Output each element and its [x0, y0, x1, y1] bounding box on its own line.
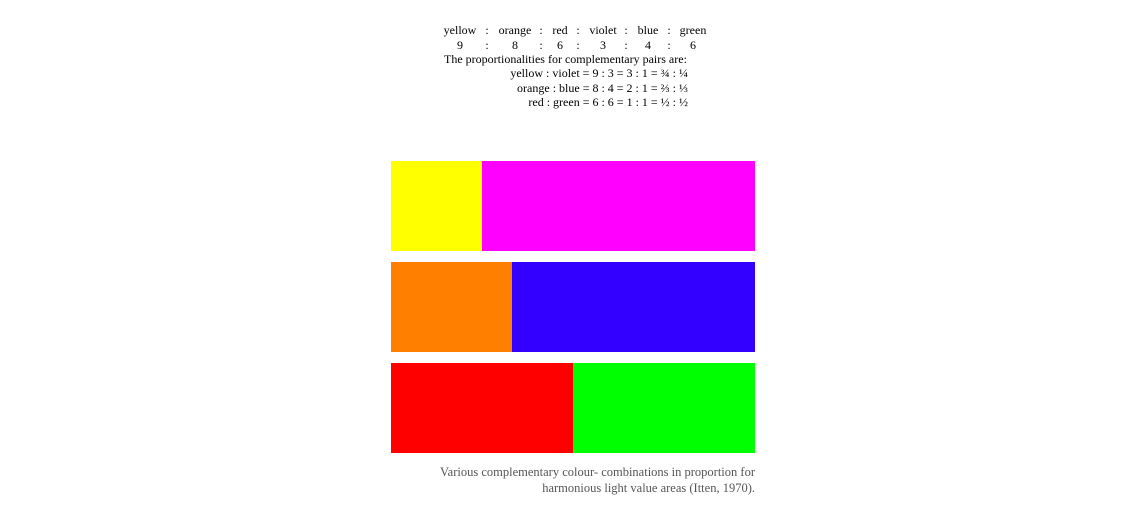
separator: :: [667, 23, 671, 37]
light-value: 9: [457, 38, 463, 52]
pair-ratio: red : green = 6 : 6 = 1 : 1 = ½ : ½: [528, 95, 688, 109]
separator: :: [576, 38, 580, 52]
intro: The proportionalities for complementary …: [444, 52, 687, 66]
separator: :: [539, 38, 543, 52]
color-name: blue: [637, 23, 659, 37]
light-value: 8: [512, 38, 518, 52]
color-area: [391, 262, 513, 352]
color-area: [391, 363, 573, 453]
separator: :: [485, 23, 489, 37]
light-value: 6: [690, 38, 696, 52]
color-name: yellow: [443, 23, 477, 37]
light-value: 6: [557, 38, 563, 52]
separator: :: [624, 23, 628, 37]
separator: :: [576, 23, 580, 37]
color-area: [391, 161, 482, 251]
color-name: orange: [498, 23, 532, 37]
light-value: 4: [645, 38, 651, 52]
color-area: [482, 161, 755, 251]
pair-ratio: yellow : violet = 9 : 3 = 3 : 1 = ¾ : ¼: [510, 66, 688, 80]
separator: :: [539, 23, 543, 37]
color-name: green: [679, 23, 707, 37]
light-value: 3: [600, 38, 606, 52]
pair-ratio: orange : blue = 8 : 4 = 2 : 1 = ⅔ : ⅓: [517, 80, 688, 95]
caption-line: harmonious light value areas (Itten, 197…: [542, 481, 755, 495]
color-name: red: [552, 23, 568, 37]
separator: :: [485, 38, 489, 52]
color-name: violet: [589, 23, 617, 37]
caption-line: Various complementary colour- combinatio…: [440, 465, 755, 479]
color-area: [512, 262, 755, 352]
separator: :: [667, 38, 671, 52]
separator: :: [624, 38, 628, 52]
color-area: [573, 363, 755, 453]
